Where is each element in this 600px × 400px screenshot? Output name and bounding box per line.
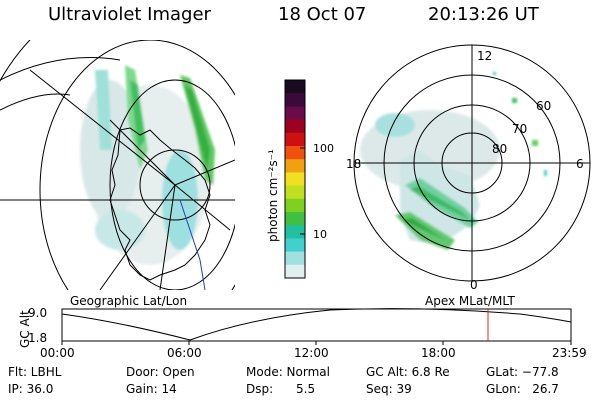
info-gain: Gain: 14 [126, 382, 177, 396]
colorbar-band [285, 198, 305, 213]
colorbar-band [285, 159, 305, 173]
alt-max-label: 9.0 [28, 306, 48, 320]
alt-min-label: 1.8 [28, 331, 48, 345]
geo-ground-track [179, 199, 206, 290]
polar-grid [353, 44, 591, 282]
colorbar-band [285, 106, 305, 121]
mlt-label-12: 12 [477, 49, 492, 63]
colorbar-band [285, 132, 305, 147]
mlt-label-6: 6 [576, 157, 584, 171]
colorbar-band [285, 212, 305, 226]
instrument-title: Ultraviolet Imager [48, 4, 211, 25]
colorbar-band [285, 172, 305, 187]
info-glat: GLat: −77.8 [486, 365, 559, 379]
colorbar-band [285, 225, 305, 239]
info-seq: Seq: 39 [366, 382, 412, 396]
polar-plot: 12 0 18 6 60 70 80 [346, 44, 591, 292]
info-door: Door: Open [126, 365, 195, 379]
polar-panel-label: Apex MLat/MLT [425, 294, 515, 308]
info-flt: Flt: LBHL [8, 365, 62, 379]
lat-ring-60: 60 [536, 99, 551, 113]
geo-panel-label: Geographic Lat/Lon [70, 294, 188, 308]
colorbar-band [285, 264, 305, 279]
colorbar-tick-10: 10 [313, 228, 327, 241]
colorbar-band [285, 238, 305, 253]
mlt-label-18: 18 [346, 157, 361, 171]
colorbar-band [285, 146, 305, 160]
info-dsp: Dsp: 5.5 [246, 382, 316, 396]
colorbar-unit-label: photon cm⁻²s⁻¹ [266, 149, 280, 242]
info-mode: Mode: Normal [246, 365, 330, 379]
geographic-map [0, 40, 235, 290]
colorbar-band [285, 93, 305, 107]
colorbar-band [285, 80, 305, 94]
altitude-curve [61, 308, 572, 341]
time-tick-1200: 12:00 [294, 346, 329, 360]
polar-aurora-emission [360, 72, 547, 250]
time-tick-0600: 06:00 [167, 346, 202, 360]
info-ip: IP: 36.0 [8, 382, 54, 396]
colorbar-tick-100: 100 [313, 142, 334, 155]
observation-time: 20:13:26 UT [428, 4, 539, 25]
altitude-plot [61, 308, 572, 345]
colorbar: 100 10 photon cm⁻²s⁻¹ [266, 79, 334, 279]
observation-date: 18 Oct 07 [278, 4, 367, 25]
colorbar-band [285, 119, 305, 134]
time-tick-0000: 00:00 [40, 346, 75, 360]
lat-ring-80: 80 [492, 142, 507, 156]
geo-grid-lines [0, 40, 235, 290]
lat-ring-70: 70 [512, 122, 527, 136]
colorbar-band [285, 185, 305, 200]
mlt-label-0: 0 [470, 278, 478, 292]
info-glon: GLon: 26.7 [486, 382, 559, 396]
info-gc-alt: GC Alt: 6.8 Re [366, 365, 450, 379]
colorbar-band [285, 251, 305, 266]
time-tick-1800: 18:00 [421, 346, 456, 360]
geo-aurora-emission [80, 65, 215, 265]
antarctica-coastline [109, 127, 211, 281]
time-tick-2359: 23:59 [552, 346, 587, 360]
